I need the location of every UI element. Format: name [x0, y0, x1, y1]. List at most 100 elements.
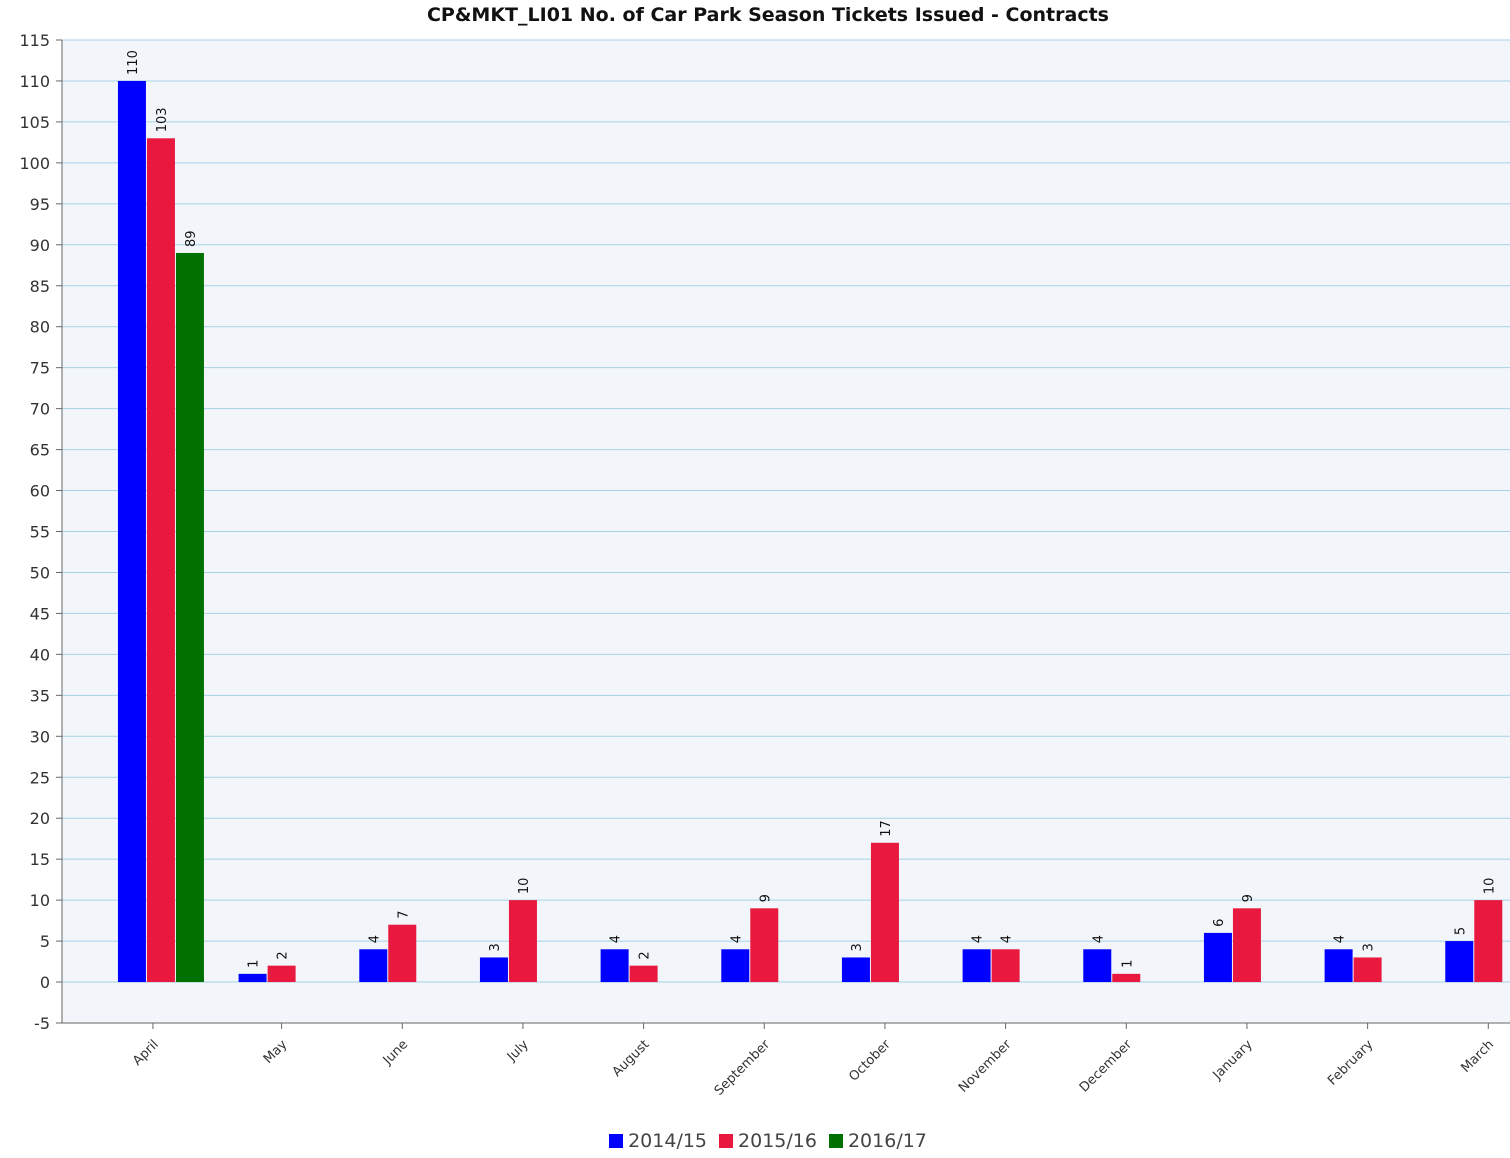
bar: [508, 900, 537, 983]
y-tick-label: 15: [30, 850, 50, 869]
x-tick-label: December: [1077, 1037, 1136, 1096]
y-tick-label: 40: [30, 645, 50, 664]
y-tick-label: 5: [40, 932, 50, 951]
data-label: 103: [155, 107, 170, 132]
bar: [117, 80, 146, 983]
bar: [359, 949, 388, 983]
data-label: 9: [758, 894, 773, 902]
chart-title: CP&MKT_LI01 No. of Car Park Season Ticke…: [426, 4, 1109, 26]
data-label: 1: [1120, 960, 1135, 968]
y-axis-ticks: 1151101051009590858075706560555045403530…: [19, 31, 62, 1033]
y-tick-label: 100: [19, 154, 50, 173]
bar: [1324, 949, 1353, 983]
data-label: 4: [729, 935, 744, 943]
y-tick-label: 115: [19, 31, 50, 50]
gridlines: [62, 39, 1510, 983]
data-label: 6: [1212, 919, 1227, 927]
data-label: 10: [517, 878, 532, 895]
x-tick-label: July: [504, 1037, 532, 1065]
y-tick-label: 80: [30, 318, 50, 337]
bar: [750, 908, 779, 983]
data-label: 4: [609, 935, 624, 943]
data-label: 10: [1482, 878, 1497, 895]
y-tick-label: 85: [30, 277, 50, 296]
y-tick-label: 105: [19, 113, 50, 132]
bar: [267, 965, 296, 983]
data-label: 4: [1000, 935, 1015, 943]
bar: [629, 965, 658, 983]
x-tick-label: August: [610, 1037, 653, 1080]
data-label: 110: [126, 50, 141, 75]
bar: [841, 957, 870, 983]
x-tick-label: March: [1458, 1037, 1497, 1076]
data-labels: 110 103 89 1 2 4 7 3 10 4 2 4 9 3 17 4 4 4 1 6 9 4 3 5 10: [126, 50, 1497, 968]
y-tick-label: 20: [30, 809, 50, 828]
y-tick-label: 50: [30, 563, 50, 582]
bar: [238, 973, 267, 983]
bar: [1445, 941, 1474, 983]
legend: 2014/15 2015/16 2016/17: [0, 1130, 1510, 1152]
bar: [1353, 957, 1382, 983]
bar: [870, 842, 899, 983]
y-tick-label: 25: [30, 768, 50, 787]
data-label: 5: [1453, 927, 1468, 935]
legend-label: 2015/16: [738, 1130, 817, 1152]
bar: [388, 924, 417, 983]
bar: [600, 949, 629, 983]
bar: [721, 949, 750, 983]
x-tick-label: April: [130, 1037, 162, 1069]
bar: [1232, 908, 1261, 983]
bar: [1083, 949, 1112, 983]
data-label: 2: [638, 951, 653, 959]
data-label: 17: [879, 820, 894, 837]
y-tick-label: 110: [19, 72, 50, 91]
x-tick-label: February: [1325, 1037, 1377, 1089]
y-tick-label: 90: [30, 236, 50, 255]
y-tick-label: 10: [30, 891, 50, 910]
bar: [1203, 932, 1232, 983]
data-label: 9: [1241, 894, 1256, 902]
y-tick-label: 60: [30, 482, 50, 501]
bar: [479, 957, 508, 983]
x-tick-label: November: [956, 1037, 1015, 1096]
x-axis-ticks: April May June July August September October No…: [130, 1023, 1497, 1099]
legend-item[interactable]: 2015/16: [719, 1130, 817, 1152]
data-label: 4: [1091, 935, 1106, 943]
data-label: 4: [1333, 935, 1348, 943]
data-label: 3: [850, 943, 865, 951]
y-tick-label: 95: [30, 195, 50, 214]
data-label: 3: [488, 943, 503, 951]
y-tick-label: 35: [30, 686, 50, 705]
legend-item[interactable]: 2014/15: [609, 1130, 707, 1152]
data-label: 2: [276, 951, 291, 959]
data-label: 4: [971, 935, 986, 943]
x-tick-label: June: [380, 1037, 411, 1068]
y-tick-label: 0: [40, 973, 50, 992]
data-label: 89: [184, 230, 199, 247]
bars: [117, 80, 1503, 983]
x-tick-label: January: [1210, 1037, 1256, 1083]
y-tick-label: -5: [34, 1014, 50, 1033]
legend-item[interactable]: 2016/17: [828, 1130, 927, 1152]
bar: [146, 138, 175, 983]
legend-label: 2016/17: [847, 1130, 927, 1152]
legend-swatch: [719, 1134, 734, 1148]
y-tick-label: 45: [30, 604, 50, 623]
data-label: 1: [247, 960, 262, 968]
bar: [175, 252, 204, 983]
y-tick-label: 75: [30, 359, 50, 378]
bar: [962, 949, 991, 983]
y-tick-label: 55: [30, 523, 50, 542]
data-label: 7: [396, 910, 411, 918]
bar: [1474, 900, 1503, 983]
bar: [1112, 973, 1141, 983]
x-tick-label: September: [712, 1037, 774, 1099]
y-tick-label: 65: [30, 441, 50, 460]
data-label: 3: [1362, 943, 1377, 951]
bar: [991, 949, 1020, 983]
x-tick-label: October: [846, 1037, 894, 1085]
data-label: 4: [367, 935, 382, 943]
x-tick-label: May: [261, 1037, 291, 1067]
legend-swatch: [828, 1134, 843, 1148]
